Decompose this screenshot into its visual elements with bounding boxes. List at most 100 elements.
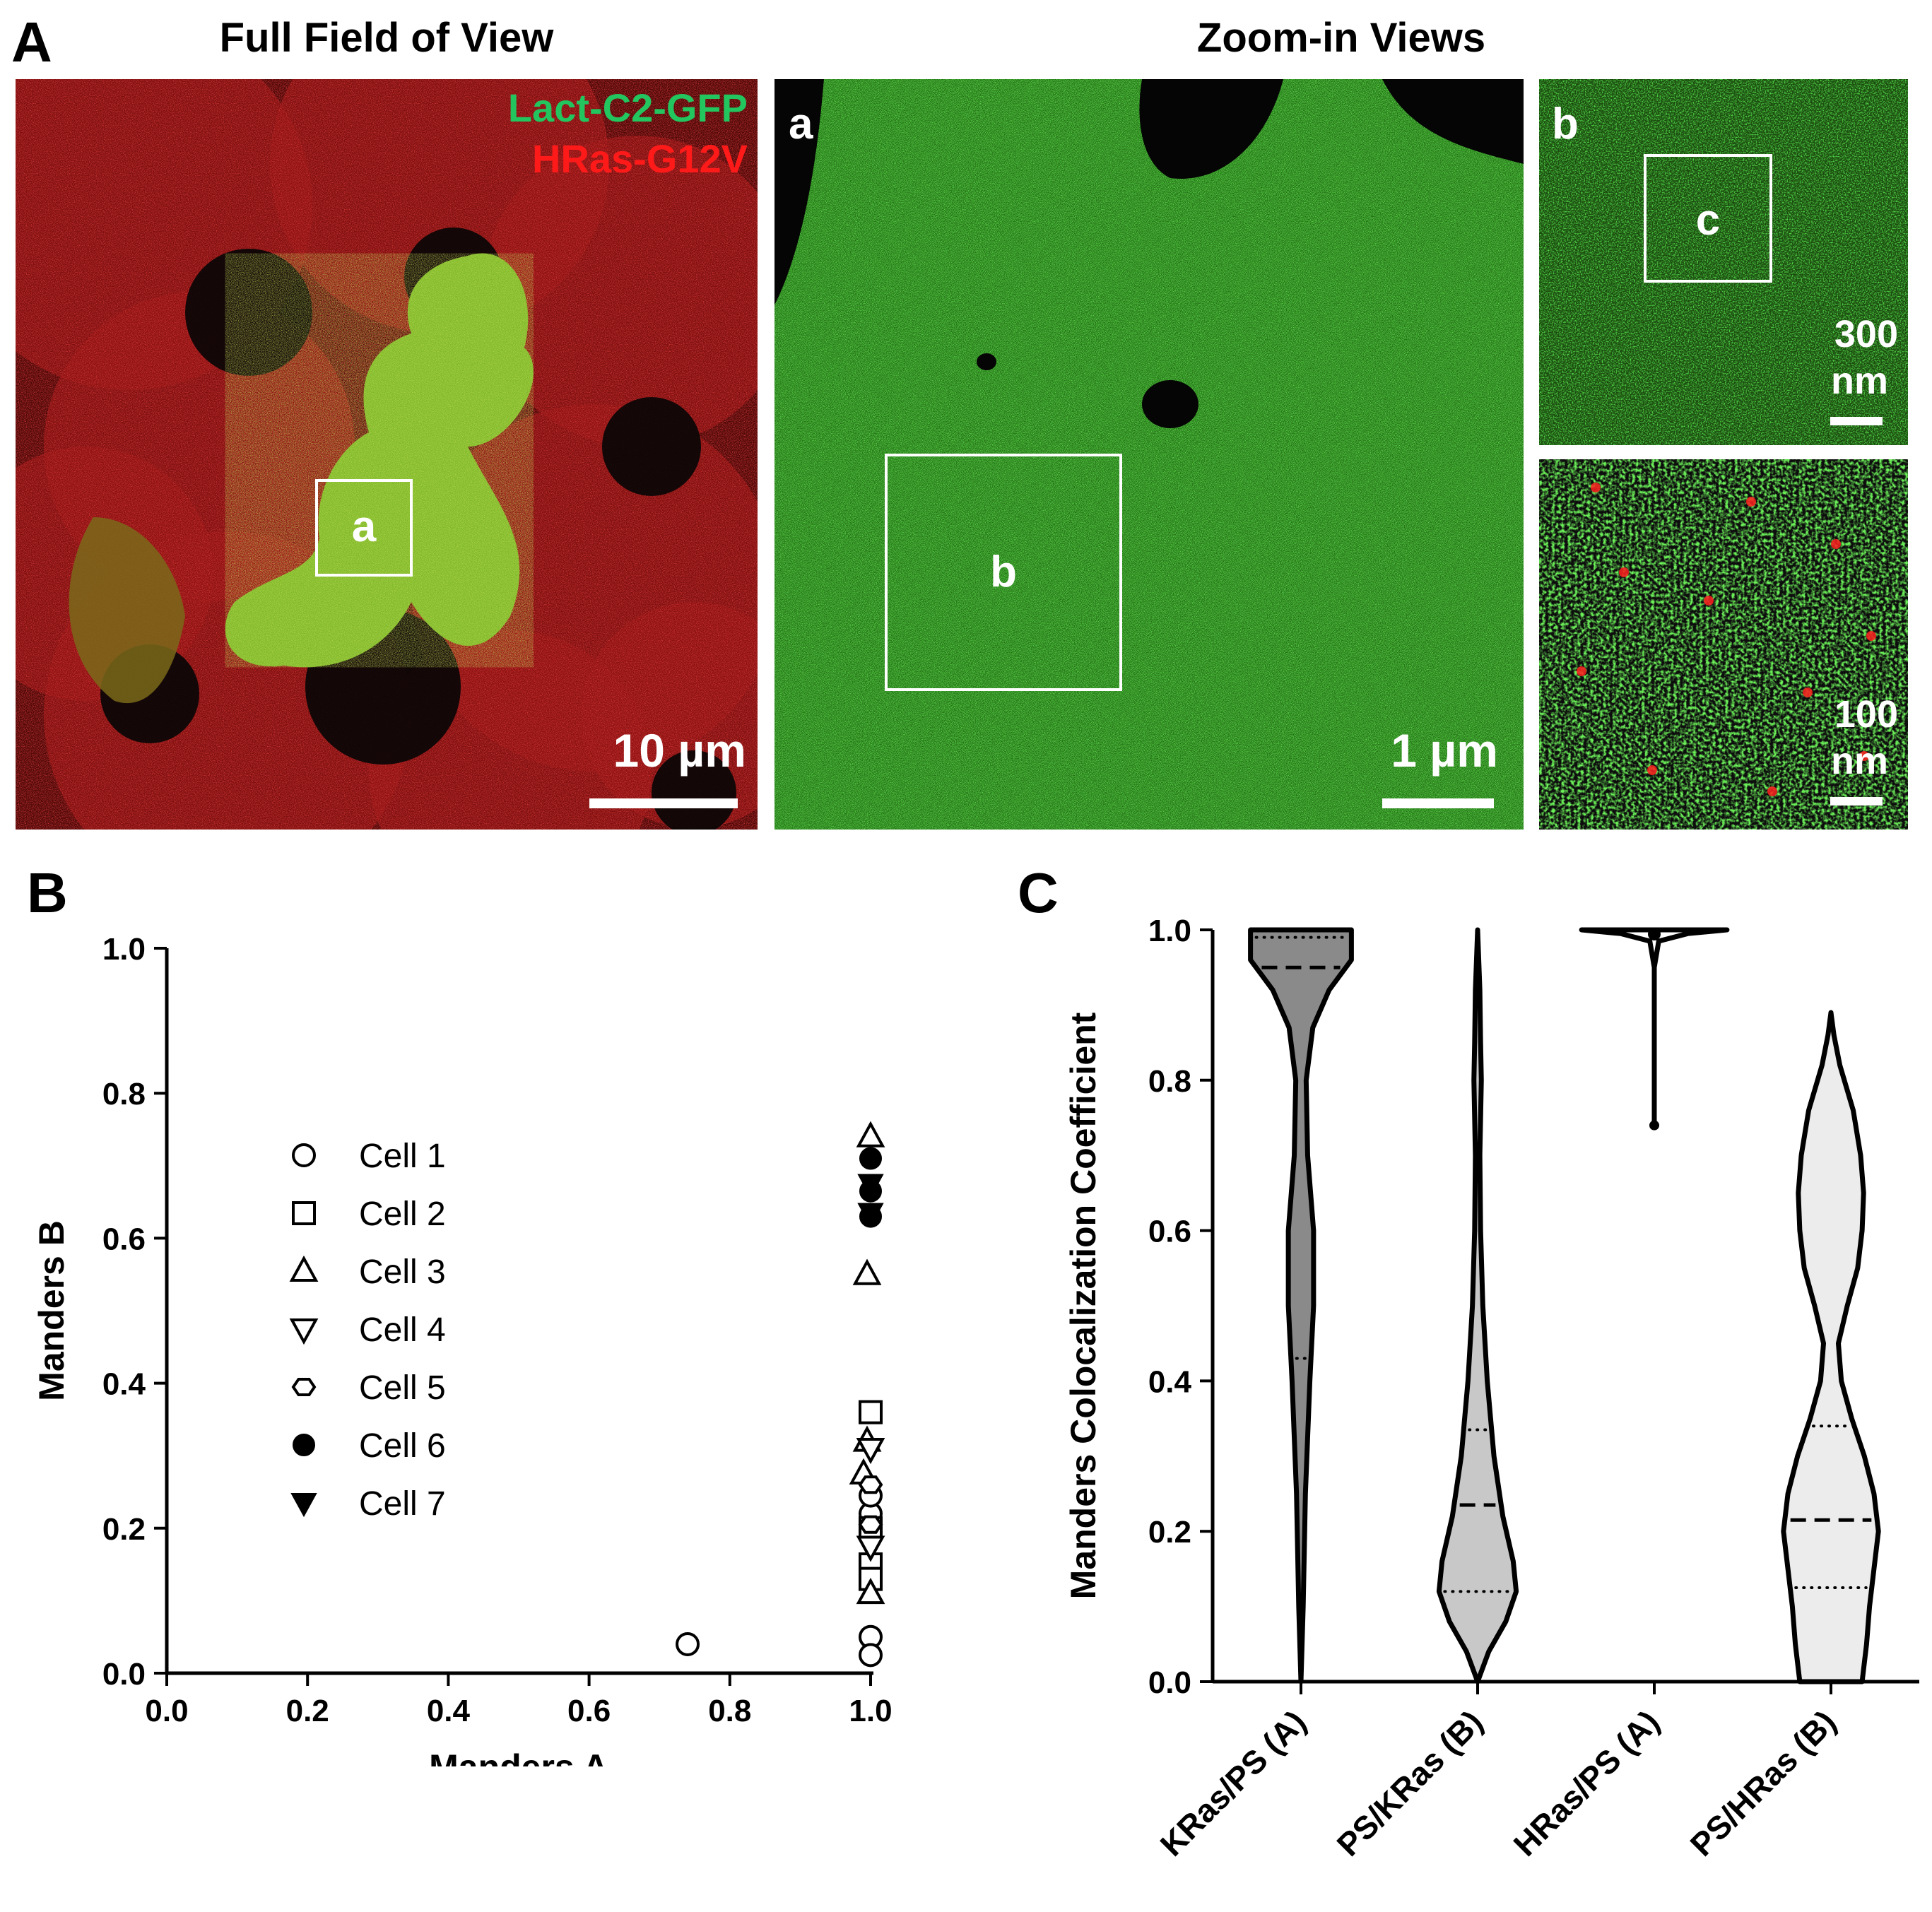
y-tick-label: 0.2 (1148, 1515, 1191, 1550)
y-tick-label: 0.8 (102, 1077, 146, 1111)
violin-kras-ps-a (1248, 927, 1354, 1684)
data-point-cell-3 (856, 1121, 885, 1147)
zoom-a-dark-hole (1139, 79, 1283, 179)
x-tick-label: 0.4 (427, 1694, 471, 1728)
data-point-cell-4 (856, 1437, 885, 1465)
roi-box-a: a (315, 479, 413, 577)
scatter-chart-b: 0.00.0 0.2 0.2 0.4 0.4 0.6 0.6 0.8 0.8 1.0 1.0 Mand… (32, 932, 893, 1766)
y-tick-label: 1.0 (102, 932, 146, 967)
x-tick-label: 0.0 (145, 1694, 188, 1728)
legend-marker-cell-1 (292, 1143, 316, 1167)
violin-ps-hras-b (1781, 1010, 1881, 1684)
zoom-c-red-spot (1577, 666, 1586, 676)
scale-label-1um: 1 µm (1391, 724, 1498, 777)
data-point-cell-2 (859, 1400, 883, 1424)
violin-chart-c: 0.0 0.2 0.4 0.6 0.8 1.0 Manders Colocalization… (1064, 914, 1919, 1863)
scale-bar-300nm (1830, 417, 1883, 425)
roi-label-c: c (1695, 196, 1721, 244)
y-tick-label: 0.0 (102, 1657, 146, 1692)
x-tick-label: PS/KRas (B) (1330, 1703, 1490, 1863)
scale-bar-10um (589, 798, 738, 808)
zoom-c-red-spot (1591, 483, 1601, 492)
y-tick-label: 0.0 (1148, 1665, 1191, 1700)
channel-label-red: HRas-G12V (531, 136, 748, 181)
y-tick-label: 0.4 (1148, 1364, 1192, 1399)
x-axis-label: Manders A (429, 1747, 608, 1766)
panel-a-letter: A (11, 11, 52, 73)
legend-label-cell-5: Cell 5 (359, 1369, 446, 1407)
dim-green-cell (69, 517, 185, 704)
x-tick-label: 0.2 (286, 1694, 329, 1728)
legend-marker-cell-3 (289, 1255, 319, 1282)
heading-full-field: Full Field of View (219, 15, 554, 61)
y-axis-label: Manders Colocalization Coefficient (1064, 1012, 1103, 1599)
heading-zoom-in: Zoom-in Views (1196, 15, 1486, 61)
data-point-cell-5 (858, 1515, 883, 1534)
data-point-cell-1 (676, 1631, 700, 1656)
zoom-a-dark-spot (1142, 380, 1198, 428)
violin-ps-kras-b (1436, 927, 1519, 1684)
legend-marker-cell-4 (289, 1318, 319, 1345)
legend-label-cell-2: Cell 2 (359, 1196, 446, 1233)
y-tick-label: 0.4 (102, 1367, 146, 1402)
legend-label-cell-6: Cell 6 (359, 1427, 446, 1465)
zoom-c-red-spot (1647, 765, 1657, 775)
data-point-cell-3 (856, 1577, 885, 1605)
y-axis-label: Manders B (32, 1220, 71, 1401)
data-point-cell-4 (856, 1535, 885, 1562)
scale-label-300nm-value: 300 (1834, 313, 1898, 355)
zoom-c-red-spot (1704, 596, 1714, 606)
y-tick-label: 0.2 (102, 1512, 146, 1547)
roi-label-b: b (990, 548, 1017, 596)
green-grain-texture (225, 253, 534, 668)
zoom-c-red-spot (1803, 688, 1813, 697)
zoom-b-corner-label: b (1552, 100, 1579, 148)
scale-label-100nm-unit: nm (1831, 740, 1888, 782)
legend-marker-cell-2 (292, 1201, 316, 1225)
zoom-c-image: 100 nm (1539, 459, 1908, 830)
zoom-b-image: b c 300 nm (1539, 79, 1908, 445)
x-tick-label: 0.6 (567, 1694, 611, 1728)
min-point-hras-ps-a (1649, 1120, 1659, 1131)
x-tick-label: PS/HRas (B) (1683, 1703, 1844, 1863)
scale-label-10um: 10 µm (613, 724, 746, 777)
y-tick-label: 0.8 (1148, 1064, 1191, 1099)
violin-hras-ps-a (1579, 927, 1730, 1128)
legend-label-cell-1: Cell 1 (359, 1138, 446, 1175)
roi-box-c: c (1644, 154, 1772, 283)
zoom-c-red-spot (1767, 786, 1777, 796)
legend-marker-cell-7 (290, 1493, 317, 1518)
zoom-c-red-spot (1746, 497, 1756, 507)
x-tick-label: 1.0 (849, 1694, 892, 1728)
scale-bar-1um (1382, 798, 1494, 808)
legend-label-cell-3: Cell 3 (359, 1253, 446, 1291)
dark-background-region (652, 750, 736, 830)
scale-bar-100nm (1830, 797, 1883, 805)
zoom-a-dark-hole (1382, 79, 1524, 164)
zoom-a-dark-spot (977, 353, 996, 370)
zoom-c-red-spot (1831, 539, 1841, 549)
zoom-a-image: a b 1 µm (774, 79, 1524, 830)
data-point-cell-1 (859, 1643, 883, 1668)
legend-marker-cell-5 (291, 1377, 317, 1397)
zoom-c-red-spot (1866, 631, 1876, 641)
y-tick-label: 1.0 (1148, 914, 1191, 948)
x-tick-label: KRas/PS (A) (1153, 1703, 1314, 1863)
roi-label-a: a (351, 502, 377, 551)
zoom-c-grain-texture (1539, 459, 1908, 830)
dark-background-region (185, 249, 312, 376)
panel-c-letter: C (1018, 861, 1059, 924)
panel-b-letter: B (27, 861, 68, 924)
x-tick-label: 0.8 (708, 1694, 751, 1728)
y-tick-label: 0.6 (102, 1222, 146, 1256)
data-point-cell-7 (857, 1203, 884, 1227)
data-point-cell-7 (857, 1174, 884, 1198)
y-tick-label: 0.6 (1148, 1215, 1191, 1249)
channel-label-green: Lact-C2-GFP (507, 85, 748, 130)
zoom-c-red-spot (1619, 567, 1629, 577)
scale-label-300nm-unit: nm (1831, 360, 1888, 402)
legend-marker-cell-6 (293, 1434, 315, 1456)
zoom-a-corner-label: a (789, 100, 813, 148)
data-point-cell-6 (859, 1147, 882, 1170)
scale-label-100nm-value: 100 (1834, 693, 1898, 736)
